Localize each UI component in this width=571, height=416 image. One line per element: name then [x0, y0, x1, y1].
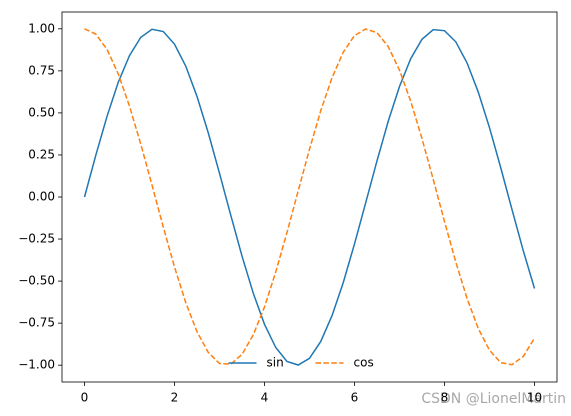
y-tick-label: −0.75 — [18, 316, 55, 330]
x-tick-label: 2 — [171, 391, 179, 405]
y-tick-label: 0.50 — [28, 105, 55, 119]
legend-label: sin — [267, 356, 284, 370]
legend-label: cos — [354, 356, 374, 370]
y-tick-label: −0.50 — [18, 274, 55, 288]
line-series — [84, 28, 536, 366]
y-tick-label: 0.25 — [28, 147, 55, 161]
x-tick-label: 0 — [81, 391, 89, 405]
line-series — [83, 28, 536, 366]
y-tick-label: −1.00 — [18, 358, 55, 372]
y-tick-label: 1.00 — [28, 21, 55, 35]
x-tick-label: 6 — [351, 391, 359, 405]
y-tick-label: 0.75 — [28, 63, 55, 77]
y-tick-label: 0.00 — [28, 190, 55, 204]
axes-frame — [61, 11, 558, 383]
x-tick-label: 4 — [261, 391, 269, 405]
x-tick-label: 10 — [527, 391, 542, 405]
y-tick-label: −0.25 — [18, 232, 55, 246]
watermark: CSDN @LionelMartin — [421, 391, 566, 407]
x-tick-label: 8 — [441, 391, 449, 405]
